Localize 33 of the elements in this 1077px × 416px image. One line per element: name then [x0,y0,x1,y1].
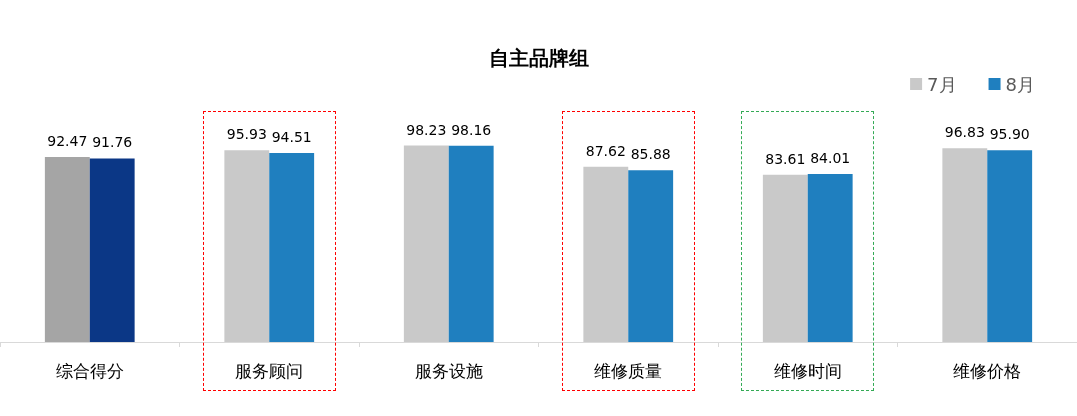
data-label: 84.01 [810,149,851,166]
bar [987,150,1033,342]
bar [448,145,494,342]
data-label: 87.62 [585,142,626,159]
x-tick-label: 综合得分 [55,360,124,381]
bar [807,173,853,342]
data-label: 96.83 [944,124,985,141]
data-label: 98.16 [451,121,492,138]
bar [44,157,90,342]
legend-label: 7月 [927,73,957,95]
bar [762,174,808,342]
bar [403,145,449,342]
data-label: 95.93 [226,126,267,143]
data-label: 98.23 [406,121,447,138]
x-tick-label: 服务设施 [414,360,483,381]
bar [583,166,629,342]
data-label: 91.76 [92,134,133,151]
data-label: 85.88 [630,146,671,163]
bar [89,158,135,342]
bar [628,170,674,342]
data-label: 83.61 [765,150,806,167]
bar [942,148,988,342]
x-tick-label: 服务顾问 [235,360,304,381]
data-label: 94.51 [271,128,312,145]
data-label: 95.90 [989,126,1030,143]
x-tick-label: 维修价格 [953,360,1022,381]
bar [224,150,270,342]
chart-title: 自主品牌组 [488,46,589,70]
legend-label: 8月 [1005,73,1035,95]
x-tick-label: 维修时间 [773,360,842,381]
data-label: 92.47 [47,133,88,150]
x-tick-label: 维修质量 [594,360,663,381]
bar [269,152,315,342]
